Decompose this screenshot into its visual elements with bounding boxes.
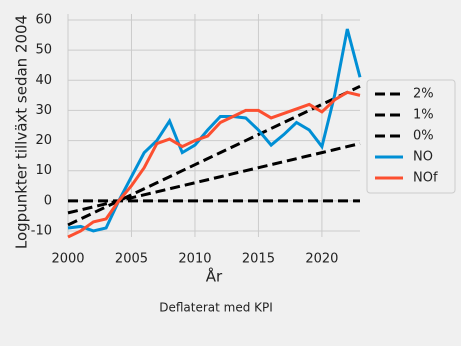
note: Deflaterat med KPI: [159, 301, 273, 315]
y-tick-label: -10: [31, 223, 52, 238]
line-series: [67, 90, 361, 239]
legend-label: 2%: [413, 87, 434, 102]
y-tick-label: 0: [44, 193, 52, 208]
y-tick-label: 30: [35, 103, 52, 118]
legend-box: [366, 79, 456, 194]
legend-label: 0%: [413, 129, 434, 144]
legend-label: NOf: [413, 171, 438, 186]
y-tick-label: 60: [35, 13, 52, 28]
y-tick-label: 20: [35, 133, 52, 148]
legend-label: 1%: [413, 108, 434, 123]
y-tick-label: 10: [35, 163, 52, 178]
x-tick-label: 2010: [178, 252, 211, 267]
x-tick-label: 2020: [305, 252, 338, 267]
x-tick-label: 2000: [51, 252, 84, 267]
x-tick-label: 2015: [242, 252, 275, 267]
legend-label: NO: [413, 150, 433, 165]
y-tick-label: 50: [35, 43, 52, 58]
x-axis-label: År: [206, 267, 223, 286]
y-axis-label: Logpunkter tillväxt sedan 2004: [13, 15, 31, 249]
y-tick-label: 40: [35, 73, 52, 88]
x-tick-label: 2005: [115, 252, 148, 267]
